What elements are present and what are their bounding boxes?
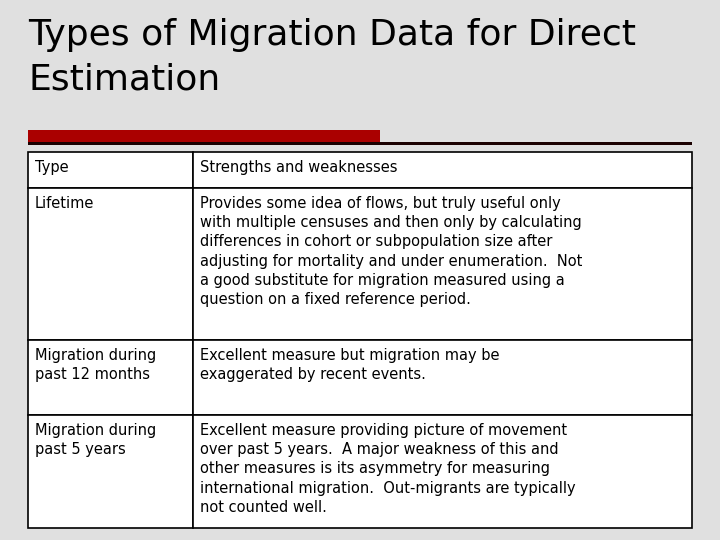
Bar bbox=[28, 188, 193, 340]
Text: Excellent measure but migration may be
exaggerated by recent events.: Excellent measure but migration may be e… bbox=[200, 348, 500, 382]
Bar bbox=[193, 340, 692, 415]
Bar bbox=[28, 142, 692, 145]
Bar bbox=[28, 415, 193, 528]
Text: Type: Type bbox=[35, 160, 68, 175]
Bar bbox=[28, 340, 193, 415]
Text: Estimation: Estimation bbox=[28, 62, 220, 96]
Text: Migration during
past 12 months: Migration during past 12 months bbox=[35, 348, 156, 382]
Bar bbox=[28, 130, 380, 142]
Text: Migration during
past 5 years: Migration during past 5 years bbox=[35, 423, 156, 457]
Text: Lifetime: Lifetime bbox=[35, 196, 94, 211]
Text: Provides some idea of flows, but truly useful only
with multiple censuses and th: Provides some idea of flows, but truly u… bbox=[200, 196, 582, 307]
Text: Strengths and weaknesses: Strengths and weaknesses bbox=[200, 160, 397, 175]
Text: Excellent measure providing picture of movement
over past 5 years.  A major weak: Excellent measure providing picture of m… bbox=[200, 423, 575, 515]
Bar bbox=[28, 152, 193, 188]
Bar bbox=[193, 188, 692, 340]
Bar bbox=[193, 415, 692, 528]
Text: Types of Migration Data for Direct: Types of Migration Data for Direct bbox=[28, 18, 636, 52]
Bar bbox=[193, 152, 692, 188]
